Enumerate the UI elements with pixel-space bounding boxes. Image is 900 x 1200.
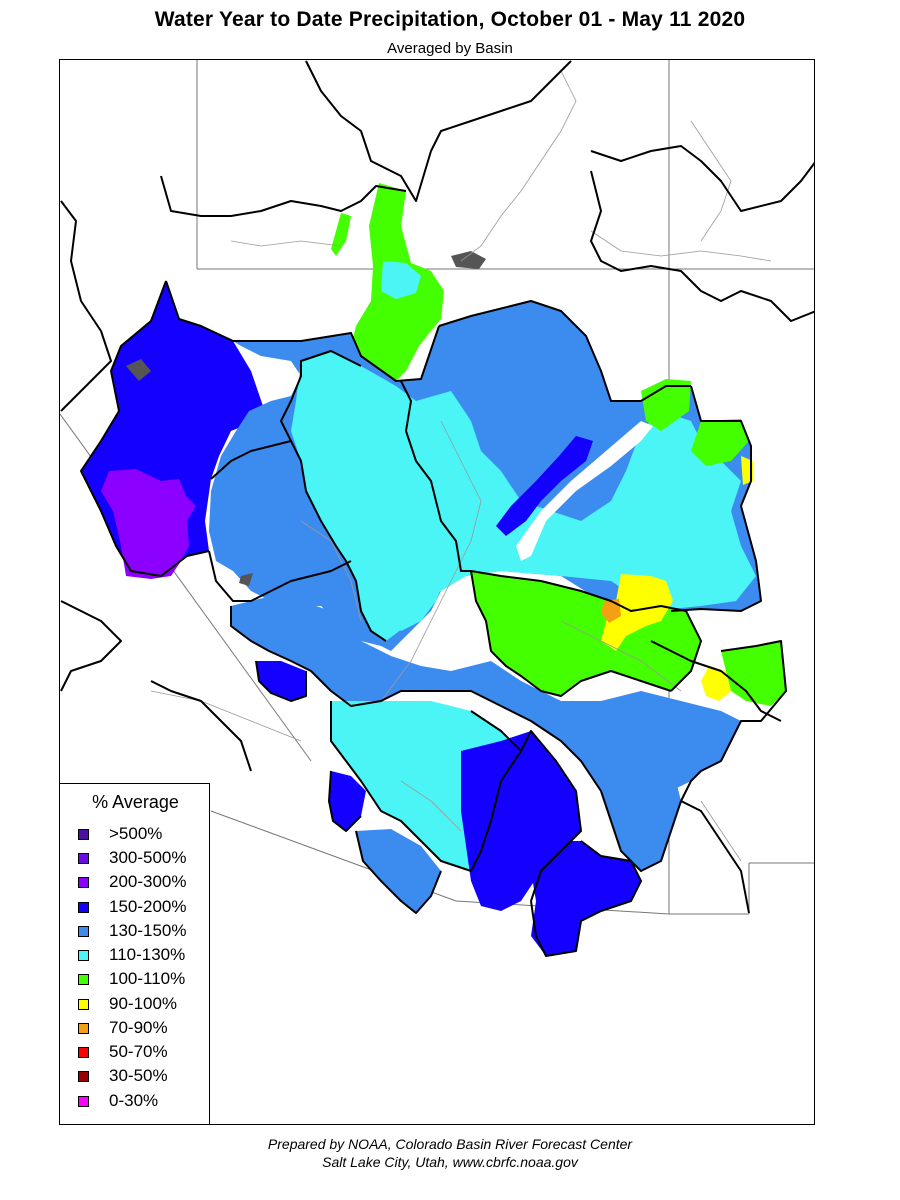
legend-item-0-30: 0-30% — [78, 1091, 158, 1111]
legend-item-200-300: 200-300% — [78, 872, 187, 892]
legend-swatch — [78, 1046, 89, 1058]
legend-swatch — [78, 973, 89, 985]
legend-swatch — [78, 876, 89, 888]
legend-swatch — [78, 852, 89, 864]
basin-cyan-upper — [381, 261, 421, 299]
legend-label: 200-300% — [109, 872, 187, 891]
legend-label: 300-500% — [109, 848, 187, 867]
legend-label: 50-70% — [109, 1042, 168, 1061]
basin-green-small — [331, 213, 351, 256]
lake-great-salt — [126, 359, 151, 381]
legend-label: 110-130% — [109, 945, 186, 964]
legend-item-30-50: 30-50% — [78, 1066, 168, 1086]
legend-swatch — [78, 949, 89, 961]
basin-green-east2 — [691, 419, 749, 466]
basin-orange-spot — [601, 599, 621, 623]
legend-swatch — [78, 998, 89, 1010]
basin-salt-blue — [531, 841, 641, 956]
lake-mead — [239, 573, 253, 586]
legend-swatch — [78, 1095, 89, 1107]
basin-san-pedro — [596, 721, 681, 871]
legend-label: 130-150% — [109, 921, 187, 940]
basin-yellow-central — [601, 574, 673, 651]
legend-item-130-150: 130-150% — [78, 921, 187, 941]
basin-outlines — [60, 60, 814, 957]
map-title: Water Year to Date Precipitation, Octobe… — [154, 8, 746, 31]
rivers — [150, 70, 772, 862]
lakes — [126, 251, 486, 586]
legend-title: % Average — [92, 792, 179, 812]
credits-line-2: Salt Lake City, Utah, www.cbrfc.noaa.gov — [322, 1154, 578, 1170]
legend-item-100-110: 100-110% — [78, 969, 185, 989]
legend-item-300-500: 300-500% — [78, 848, 187, 868]
credits-footer: Prepared by NOAA, Colorado Basin River F… — [0, 1135, 900, 1171]
basin-green-east — [641, 379, 691, 431]
legend-label: 90-100% — [109, 994, 178, 1013]
basin-map-svg — [60, 60, 814, 957]
legend-item-50-70: 50-70% — [78, 1042, 168, 1062]
basin-green-southeast — [721, 641, 786, 706]
basin-gila-upper — [461, 731, 581, 911]
basin-gila-blue — [356, 829, 441, 913]
legend-item-110-130: 110-130% — [78, 945, 185, 965]
legend-label: 70-90% — [109, 1018, 168, 1037]
basin-purple-area — [101, 469, 196, 579]
legend-label: >500% — [109, 824, 163, 843]
legend-swatch — [78, 901, 89, 913]
legend-panel: % Average >500% 300-500% 200-300% 150-20… — [59, 783, 210, 1125]
basin-gila-lower — [329, 771, 366, 831]
legend-swatch — [78, 828, 89, 840]
legend-swatch — [78, 1070, 89, 1082]
legend-label: 150-200% — [109, 897, 187, 916]
basin-cyan-strip — [371, 526, 446, 631]
precipitation-map — [59, 59, 815, 1125]
legend-label: 30-50% — [109, 1066, 168, 1085]
lake-flaming-gorge — [451, 251, 486, 269]
legend-item-150-200: 150-200% — [78, 897, 187, 917]
basin-blue-diagonal — [496, 436, 593, 536]
legend-item-70-90: 70-90% — [78, 1018, 168, 1038]
legend-item-90-100: 90-100% — [78, 994, 177, 1014]
credits-line-1: Prepared by NOAA, Colorado Basin River F… — [267, 1136, 633, 1152]
legend-swatch — [78, 1022, 89, 1034]
legend-swatch — [78, 925, 89, 937]
legend-label: 100-110% — [109, 969, 186, 988]
lake-powell-gap — [516, 421, 653, 561]
legend-item-gt500: >500% — [78, 824, 162, 844]
basin-yellow-east — [701, 666, 731, 701]
basin-blue-left — [256, 661, 306, 701]
legend-label: 0-30% — [109, 1091, 159, 1110]
state-boundaries — [60, 60, 814, 915]
map-subtitle: Averaged by Basin — [387, 40, 513, 57]
